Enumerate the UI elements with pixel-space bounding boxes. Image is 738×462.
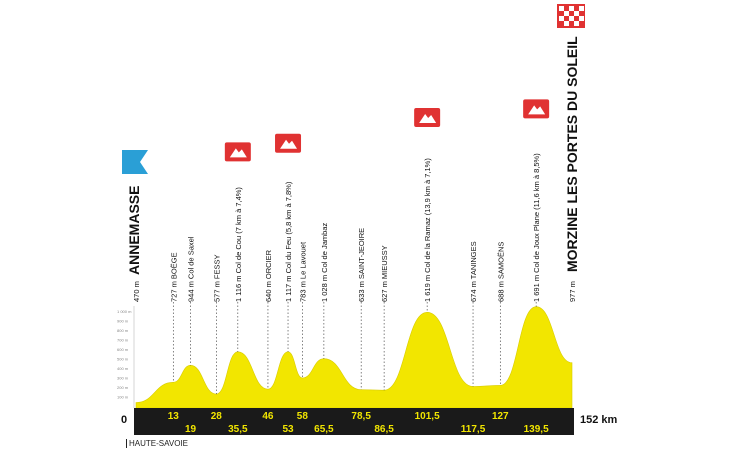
waypoint-label: 1 619 m Col de la Ramaz (13,9 km à 7,1%) (423, 158, 432, 302)
elevation-area (135, 306, 573, 409)
start-km-label: 0 (121, 414, 127, 426)
y-tick-label: 500 m (117, 357, 129, 362)
finish-flag-check (574, 11, 579, 16)
distance-label: 78,5 (351, 411, 371, 422)
waypoint-label: 1 117 m Col du Feu (5,8 km à 7,8%) (284, 181, 293, 302)
finish-name-text: MORZINE LES PORTES DU SOLEIL (564, 36, 580, 272)
y-tick-label: 900 m (117, 319, 129, 324)
waypoint-label-text: 783 m Le Lavouet (298, 241, 307, 302)
finish-flag-check (564, 11, 569, 16)
climb-icon (414, 108, 441, 127)
finish-flag-check (559, 16, 564, 21)
climb-icon (523, 99, 550, 119)
waypoint-label: 1 028 m Col de Jambaz (320, 223, 329, 302)
waypoint-label-text: 577 m FESSY (212, 254, 221, 302)
waypoint-label: 633 m SAINT-JEOIRE (357, 228, 366, 302)
end-km-label: 152 km (580, 414, 618, 426)
distance-label: 101,5 (415, 411, 440, 422)
region-label: HAUTE-SAVOIE (126, 439, 188, 448)
start-name-text: ANNEMASSE (126, 186, 142, 275)
waypoint-label: 1 116 m Col de Cou (7 km à 7,4%) (234, 187, 243, 302)
distance-band (134, 408, 574, 435)
distance-label: 13 (168, 411, 180, 422)
climb-icon (275, 133, 302, 153)
finish-flag-check (579, 16, 584, 21)
waypoint-label-text: 1 028 m Col de Jambaz (320, 223, 329, 302)
distance-label: 28 (211, 411, 223, 422)
y-tick-label: 800 m (117, 328, 129, 333)
waypoint-label-text: 977 m (568, 281, 577, 302)
y-tick-label: 300 m (117, 376, 129, 381)
waypoint-label: 688 m SAMOËNS (496, 242, 505, 302)
distance-label: 117,5 (461, 424, 486, 435)
finish-flag-check (569, 16, 574, 21)
waypoint-label-text: 633 m SAINT-JEOIRE (357, 228, 366, 302)
waypoint-label-text: 674 m TANINGES (469, 241, 478, 302)
distance-label: 86,5 (374, 424, 394, 435)
waypoint-label: 727 m BOËGE (169, 252, 178, 302)
waypoint-label: 640 m ORCIER (264, 249, 273, 302)
finish-flag-check (559, 6, 564, 11)
distance-label: 19 (185, 424, 197, 435)
distance-label: 35,5 (228, 424, 248, 435)
waypoint-label-text: 1 619 m Col de la Ramaz (13,9 km à 7,1%) (423, 158, 432, 302)
mountain-icon (528, 105, 546, 115)
mountain-icon (229, 148, 247, 158)
mountain-icon (419, 114, 437, 123)
distance-label: 65,5 (314, 424, 334, 435)
waypoint-label-text: 688 m SAMOËNS (496, 242, 505, 302)
waypoint-label-text: 727 m BOËGE (169, 252, 178, 302)
waypoint-label-text: 1 117 m Col du Feu (5,8 km à 7,8%) (284, 181, 293, 302)
waypoint-label-text: 470 m (132, 281, 141, 302)
distance-label: 46 (262, 411, 274, 422)
finish-flag-check (564, 21, 569, 26)
waypoint-label-text: 627 m MIEUSSY (380, 245, 389, 302)
distance-label: 127 (492, 411, 509, 422)
y-tick-label: 400 m (117, 366, 129, 371)
waypoint-label-text: 1 116 m Col de Cou (7 km à 7,4%) (234, 187, 243, 302)
waypoint-label: 627 m MIEUSSY (380, 245, 389, 302)
mountain-icon (280, 139, 298, 149)
y-tick-label: 200 m (117, 385, 129, 390)
y-tick-label: 100 m (117, 395, 129, 400)
waypoint-label-text: 1 691 m Col de Joux Plane (11,6 km à 8,5… (532, 153, 541, 302)
waypoint-label-text: 944 m Col de Saxel (187, 236, 196, 302)
finish-flag-check (569, 6, 574, 11)
climb-icon (224, 142, 251, 162)
distance-label: 53 (282, 424, 294, 435)
y-tick-label: 700 m (117, 338, 129, 343)
waypoint-label-text: 640 m ORCIER (264, 249, 273, 302)
finish-flag-icon (557, 4, 585, 28)
distance-label: 139,5 (524, 424, 549, 435)
waypoint-label: 577 m FESSY (212, 254, 221, 302)
distance-label: 58 (297, 411, 309, 422)
finish-flag-check (574, 21, 579, 26)
waypoint-label: 1 691 m Col de Joux Plane (11,6 km à 8,5… (532, 153, 541, 302)
finish-flag-check (579, 6, 584, 11)
start-flag-icon (122, 150, 148, 174)
finish-name: MORZINE LES PORTES DU SOLEIL (564, 36, 580, 272)
y-tick-label: 1 000 m (117, 309, 132, 314)
start-name: ANNEMASSE (126, 186, 142, 275)
waypoint-label: 783 m Le Lavouet (298, 241, 307, 302)
y-tick-label: 600 m (117, 347, 129, 352)
waypoint-label: 674 m TANINGES (469, 241, 478, 302)
waypoint-label: 944 m Col de Saxel (187, 236, 196, 302)
waypoint-label: 977 m (568, 281, 577, 302)
waypoint-label: 470 m (132, 281, 141, 302)
